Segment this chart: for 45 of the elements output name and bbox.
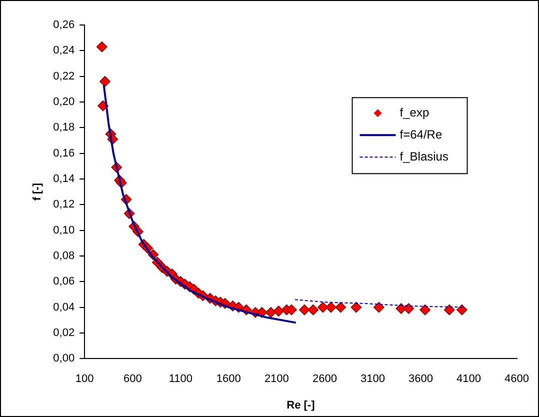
y-tick-label: 0,00 [53, 352, 75, 365]
y-tick-label: 0,06 [53, 276, 75, 288]
point [420, 304, 430, 316]
x-tick-label: 3100 [360, 373, 385, 386]
point [326, 302, 336, 313]
y-tick-label: 0,08 [53, 250, 75, 262]
legend-label: f=64/Re [400, 127, 442, 142]
point [335, 302, 346, 313]
point [317, 302, 328, 313]
point [456, 304, 468, 316]
y-tick-label: 0,20 [53, 96, 75, 108]
x-tick-label: 1600 [216, 373, 241, 386]
y-tick-label: 0,10 [53, 224, 75, 236]
y-tick-label: 0,22 [53, 70, 75, 82]
y-tick-label: 0,04 [53, 301, 75, 314]
y-tick-label: 0,14 [53, 173, 75, 185]
point [273, 306, 284, 317]
legend-label: f_exp [400, 105, 430, 120]
y-tick-label: 0,18 [53, 122, 75, 134]
y-tick-label: 0,24 [53, 44, 75, 57]
x-tick-label: 100 [75, 373, 94, 386]
y-tick-label: 0,02 [53, 326, 75, 339]
x-tick-label: 2600 [312, 373, 337, 386]
y-tick-label: 0,12 [53, 198, 75, 211]
y-tick-label: 0,26 [53, 19, 75, 32]
point [100, 76, 110, 87]
x-tick-label: 1100 [168, 373, 192, 386]
x-axis-title: Re [-] [286, 399, 316, 412]
point [444, 304, 455, 316]
x-tick-label: 600 [123, 373, 142, 386]
x-tick-label: 4600 [504, 373, 530, 386]
point [96, 41, 108, 52]
point [350, 302, 362, 313]
point [373, 302, 384, 313]
point [403, 303, 414, 314]
y-axis-title: f [-] [32, 182, 44, 201]
y-tick-label: 0,16 [53, 147, 75, 160]
x-tick-label: 4100 [456, 373, 481, 386]
point [265, 307, 276, 318]
point [299, 304, 310, 316]
point [308, 304, 319, 316]
point [286, 304, 297, 316]
legend-label: f_Blasius [400, 149, 448, 164]
x-tick-label: 2100 [264, 373, 289, 386]
x-tick-label: 3600 [408, 373, 433, 386]
